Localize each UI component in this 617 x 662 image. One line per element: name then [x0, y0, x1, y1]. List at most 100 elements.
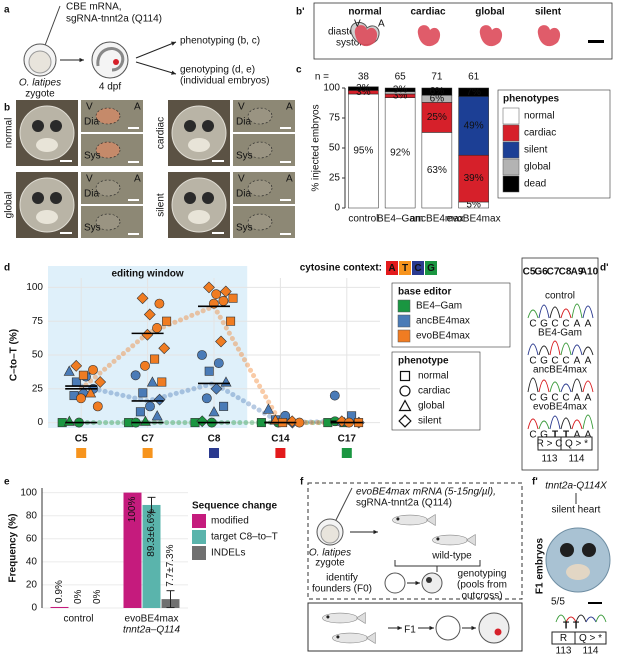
scale-bar [128, 161, 139, 163]
legend-swatch [502, 141, 520, 159]
n-value: 38 [358, 72, 370, 83]
trace-peak [527, 309, 539, 319]
value-label: 25% [427, 112, 447, 123]
injection-text: evoBE4max mRNA (5-15ng/µl), [356, 487, 496, 498]
outcome: phenotyping (b, c) [180, 36, 260, 47]
scale-bar [60, 160, 72, 162]
chamber-label: V [238, 102, 245, 113]
photo-heart [95, 141, 121, 159]
base-call: C [562, 393, 569, 404]
heart-systole [537, 25, 561, 47]
sample-label: control [545, 291, 575, 302]
point [256, 418, 266, 428]
photo-eye [32, 192, 44, 204]
context-base [425, 261, 437, 275]
photo-heart [247, 107, 273, 125]
arrow-head [171, 41, 176, 46]
zygote-label: zygote [25, 89, 55, 100]
photo-embryo [171, 177, 227, 233]
panel-letter: f' [532, 477, 538, 488]
scale-bar [212, 160, 224, 162]
bar-segment [458, 154, 489, 203]
panel-letter: e [4, 477, 10, 488]
y-axis-label: F1 embryos [535, 537, 546, 594]
scale-bar [212, 232, 224, 234]
chamber-label: A [134, 174, 141, 185]
phenotype-label: cardiac [410, 7, 445, 18]
panel-letter: f [300, 477, 304, 488]
trace-peak [549, 381, 561, 393]
base-call: T [552, 430, 558, 441]
fish-tail [355, 611, 366, 625]
scale-bar [128, 127, 139, 129]
panel-letter: b' [296, 7, 305, 18]
photo-embryo [545, 527, 611, 593]
legend-swatch [192, 546, 206, 560]
value-label: 6% [430, 86, 445, 97]
value-label: 95% [353, 146, 373, 157]
y-tick-label: 60 [26, 533, 38, 544]
trace-peak [555, 614, 567, 623]
context-square [76, 448, 87, 458]
base-call: C [529, 430, 536, 441]
n-value: 61 [468, 72, 480, 83]
x-tick-label: C17 [338, 434, 357, 445]
panel-letter: b [4, 103, 10, 114]
value-label: 3% [356, 87, 371, 98]
base-call: A [585, 356, 592, 367]
base-call: C [529, 393, 536, 404]
x-tick-label: control [348, 214, 378, 225]
legend-swatch [397, 329, 411, 343]
legend-label: global [418, 401, 445, 412]
trace-peak [571, 344, 583, 356]
base-call: G [540, 430, 548, 441]
base-call: A [585, 319, 592, 330]
legend-title: base editor [398, 287, 451, 298]
base-call: C [551, 393, 558, 404]
context-label: cytosine context: [300, 263, 382, 274]
zygote-label: zygote [315, 558, 345, 569]
arrow-head [79, 57, 84, 63]
bar-segment [348, 86, 379, 91]
base-call: A [585, 430, 592, 441]
dish [384, 572, 406, 594]
context-square [142, 448, 153, 458]
sample-label: ancBE4max [533, 365, 587, 376]
scale-bar [280, 127, 291, 129]
base-call: C [562, 319, 569, 330]
photo-eye [184, 120, 196, 132]
photo-heart [95, 179, 121, 197]
legend-shape [399, 385, 411, 397]
base-call: C [562, 356, 569, 367]
base-call: G [540, 393, 548, 404]
y-tick-label: 40 [26, 556, 38, 567]
trace-peak [582, 305, 594, 319]
chamber-label: A [378, 19, 385, 30]
y-axis-label: % injected embryos [311, 104, 322, 191]
injection-text: CBE mRNA, [66, 2, 122, 13]
value-label: 39% [464, 173, 484, 184]
y-tick-label: 0 [37, 417, 43, 428]
value-label: 7.7±7.3% [165, 544, 176, 586]
trace-peak [538, 379, 550, 393]
value-label: 6% [430, 93, 445, 104]
context-base-label: G [427, 263, 435, 274]
point [211, 289, 222, 300]
x-tick-label: C14 [271, 434, 290, 445]
chamber-label: A [286, 102, 293, 113]
point [135, 407, 145, 417]
embryo [478, 612, 510, 644]
dashed-box [307, 482, 523, 600]
photo-eye [32, 120, 44, 132]
context-position: C8 [559, 267, 572, 278]
position-label: 113 [556, 646, 572, 657]
legend-text: diastole [328, 27, 363, 38]
legend-label: silent [524, 145, 548, 156]
trace-peak [585, 616, 597, 623]
legend-label: normal [418, 371, 449, 382]
base-call: C [529, 319, 536, 330]
trace-peak [527, 377, 539, 393]
needle [333, 487, 353, 525]
phase-label: Sys [236, 223, 253, 234]
chamber-label: A [134, 102, 141, 113]
